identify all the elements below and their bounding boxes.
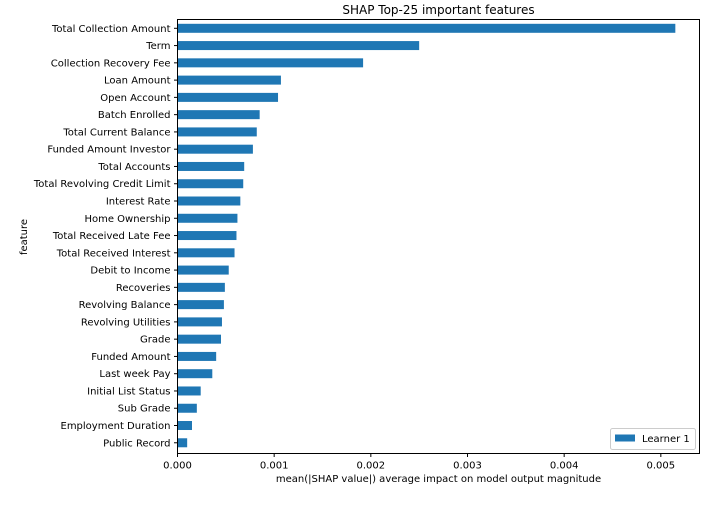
y-tick-label: Batch Enrolled (98, 110, 171, 121)
y-tick-label: Total Revolving Credit Limit (33, 179, 171, 190)
bar (177, 265, 229, 275)
bar (177, 231, 237, 241)
bar (177, 127, 257, 137)
bar (177, 110, 260, 120)
y-tick-label: Employment Duration (61, 421, 171, 432)
bar (177, 41, 420, 51)
y-tick-label: Funded Amount (91, 352, 170, 363)
bar (177, 300, 224, 310)
plot-area-frame (177, 19, 700, 454)
bar (177, 92, 279, 102)
y-axis-label: feature (19, 219, 30, 255)
x-tick-label: 0.005 (647, 461, 676, 472)
y-tick-label: Funded Amount Investor (47, 145, 171, 156)
bar (177, 334, 221, 344)
bar (177, 369, 213, 379)
y-tick-label: Total Accounts (97, 162, 170, 173)
y-tick-label: Total Received Late Fee (52, 231, 171, 242)
y-tick-label: Grade (140, 335, 171, 346)
x-tick-label: 0.001 (260, 461, 289, 472)
y-tick-label: Total Collection Amount (51, 24, 171, 35)
y-tick-label: Last week Pay (99, 369, 170, 380)
bar (177, 196, 241, 206)
x-tick-label: 0.004 (550, 461, 579, 472)
x-tick-label: 0.003 (453, 461, 482, 472)
bar (177, 421, 192, 431)
bar (177, 213, 238, 223)
bar (177, 75, 281, 85)
y-tick-label: Debit to Income (90, 266, 170, 277)
bar (177, 317, 222, 327)
bar (177, 248, 235, 258)
bar (177, 161, 245, 171)
y-tick-label: Total Current Balance (62, 127, 170, 138)
y-tick-label: Loan Amount (104, 76, 171, 87)
legend-box (610, 428, 696, 450)
bar (177, 23, 676, 33)
x-axis-label: mean(|SHAP value|) average impact on mod… (276, 474, 601, 485)
y-tick-label: Public Record (103, 438, 170, 449)
bar (177, 351, 217, 361)
x-tick-label: 0.002 (357, 461, 386, 472)
x-axis-ticks: 0.000 0.001 0.002 0.003 0.004 0.005 (163, 453, 676, 472)
y-tick-label: Revolving Utilities (81, 317, 171, 328)
y-tick-label: Collection Recovery Fee (51, 58, 171, 69)
legend-label: Learner 1 (642, 434, 690, 445)
y-tick-label: Revolving Balance (79, 300, 171, 311)
legend: Learner 1 (610, 428, 696, 450)
legend-swatch (615, 434, 635, 442)
bars-layer (177, 23, 676, 448)
y-tick-label: Interest Rate (106, 197, 171, 208)
bar (177, 438, 188, 448)
y-axis-ticks: Total Collection Amount Term Collection Re… (33, 24, 178, 449)
x-tick-label: 0.000 (163, 461, 192, 472)
y-tick-label: Open Account (100, 93, 170, 104)
bar (177, 144, 253, 154)
y-tick-label: Sub Grade (118, 404, 171, 415)
y-tick-label: Home Ownership (84, 214, 170, 225)
bar (177, 58, 364, 68)
chart-title: SHAP Top-25 important features (342, 3, 534, 17)
bar (177, 179, 244, 189)
y-tick-label: Term (145, 41, 170, 52)
y-tick-label: Total Received Interest (56, 248, 171, 259)
y-tick-label: Initial List Status (87, 386, 170, 397)
bar (177, 386, 201, 396)
bar (177, 282, 225, 292)
bar (177, 403, 197, 413)
y-tick-label: Recoveries (116, 283, 171, 294)
